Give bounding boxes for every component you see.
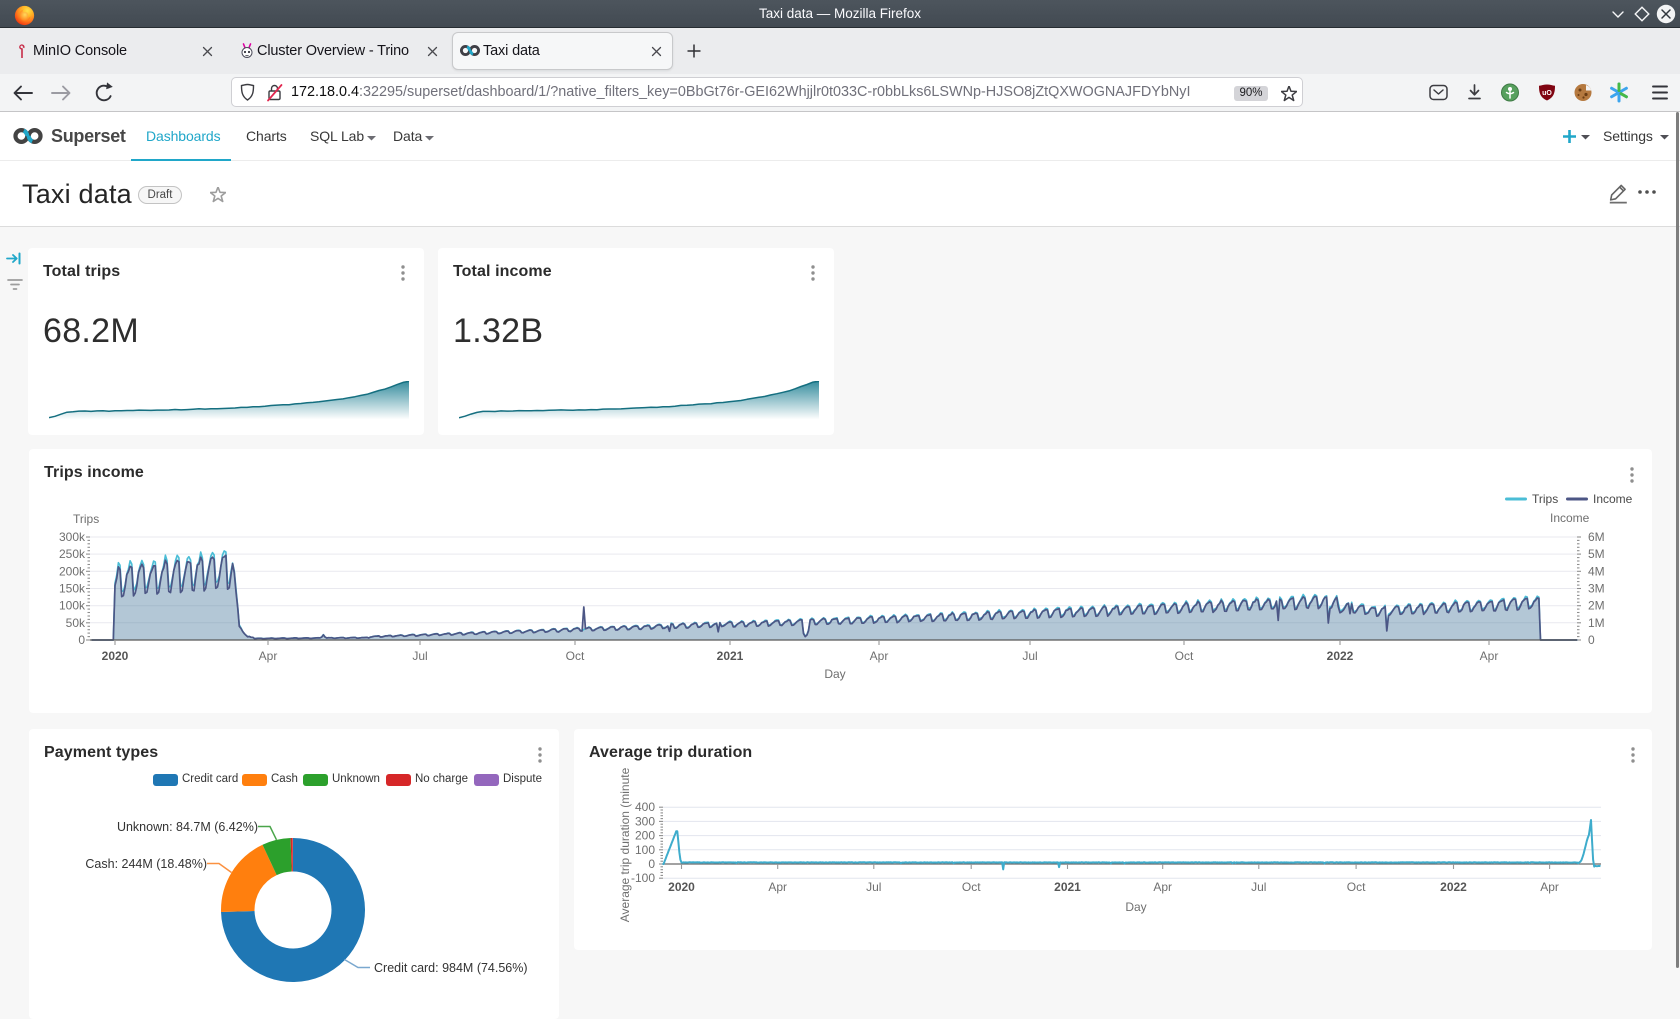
- svg-text:400: 400: [635, 800, 655, 814]
- svg-text:Apr: Apr: [1153, 880, 1172, 894]
- svg-text:5M: 5M: [1588, 547, 1605, 561]
- svg-text:Oct: Oct: [566, 649, 585, 663]
- svg-text:Apr: Apr: [1480, 649, 1499, 663]
- svg-text:250k: 250k: [59, 547, 86, 561]
- svg-text:2M: 2M: [1588, 599, 1605, 613]
- svg-text:2021: 2021: [717, 649, 744, 663]
- svg-text:Jul: Jul: [412, 649, 427, 663]
- svg-text:Jul: Jul: [1022, 649, 1037, 663]
- svg-text:4M: 4M: [1588, 564, 1605, 578]
- svg-text:Trips: Trips: [73, 512, 99, 526]
- svg-text:1M: 1M: [1588, 616, 1605, 630]
- svg-text:50k: 50k: [66, 616, 86, 630]
- svg-text:Income: Income: [1593, 492, 1633, 506]
- svg-text:0: 0: [648, 857, 655, 871]
- svg-text:Day: Day: [824, 667, 845, 681]
- svg-text:2022: 2022: [1440, 880, 1467, 894]
- svg-text:100k: 100k: [59, 599, 86, 613]
- svg-text:Average trip duration (minute: Average trip duration (minute: [618, 767, 632, 922]
- svg-text:Oct: Oct: [1347, 880, 1366, 894]
- svg-text:Day: Day: [1125, 900, 1146, 914]
- svg-text:Apr: Apr: [870, 649, 889, 663]
- svg-text:3M: 3M: [1588, 582, 1605, 596]
- svg-text:Apr: Apr: [1540, 880, 1559, 894]
- svg-text:200k: 200k: [59, 564, 86, 578]
- svg-text:uO: uO: [1542, 90, 1552, 97]
- svg-text:150k: 150k: [59, 582, 86, 596]
- svg-text:Income: Income: [1550, 511, 1590, 525]
- svg-text:0: 0: [78, 633, 85, 647]
- svg-text:-100: -100: [631, 871, 655, 885]
- svg-text:0: 0: [1588, 633, 1595, 647]
- svg-text:Trips: Trips: [1532, 492, 1558, 506]
- svg-text:Oct: Oct: [1175, 649, 1194, 663]
- svg-text:Jul: Jul: [1251, 880, 1266, 894]
- svg-text:2021: 2021: [1054, 880, 1081, 894]
- svg-text:Oct: Oct: [962, 880, 981, 894]
- svg-text:100: 100: [635, 843, 655, 857]
- svg-text:6M: 6M: [1588, 530, 1605, 544]
- svg-text:2020: 2020: [102, 649, 129, 663]
- svg-text:200: 200: [635, 829, 655, 843]
- svg-text:Jul: Jul: [866, 880, 881, 894]
- svg-text:Cash: 244M (18.48%): Cash: 244M (18.48%): [85, 857, 207, 871]
- svg-text:2020: 2020: [668, 880, 695, 894]
- svg-text:300k: 300k: [59, 530, 86, 544]
- svg-text:2022: 2022: [1327, 649, 1354, 663]
- svg-text:Unknown: 84.7M (6.42%): Unknown: 84.7M (6.42%): [117, 820, 258, 834]
- svg-text:Apr: Apr: [768, 880, 787, 894]
- svg-text:Apr: Apr: [259, 649, 278, 663]
- svg-text:300: 300: [635, 814, 655, 828]
- svg-text:Credit card: 984M (74.56%): Credit card: 984M (74.56%): [374, 961, 528, 975]
